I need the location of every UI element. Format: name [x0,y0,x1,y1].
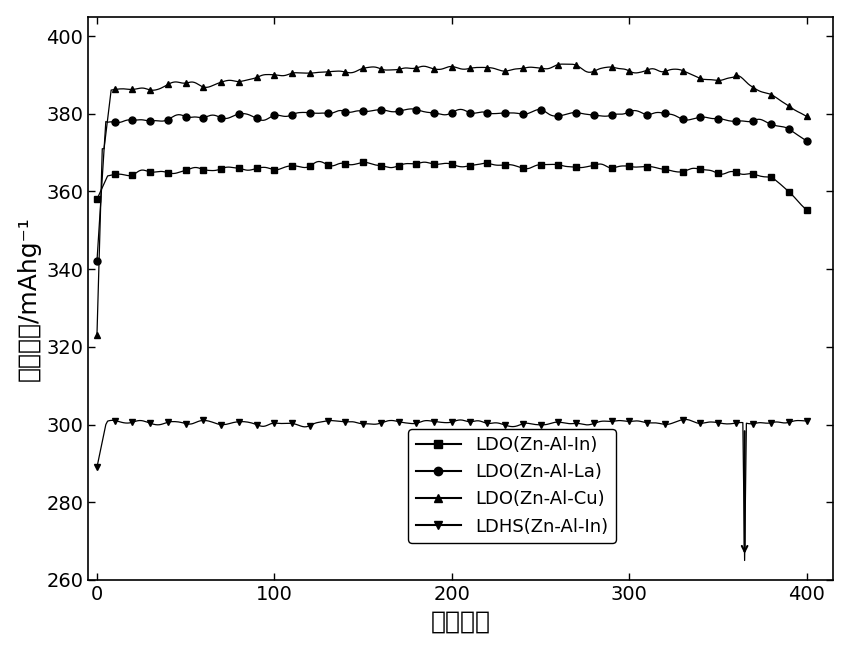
Legend: LDO(Zn-Al-In), LDO(Zn-Al-La), LDO(Zn-Al-Cu), LDHS(Zn-Al-In): LDO(Zn-Al-In), LDO(Zn-Al-La), LDO(Zn-Al-… [409,429,615,543]
X-axis label: 循环次数: 循环次数 [431,609,490,633]
Y-axis label: 放电容量/mAhg⁻¹: 放电容量/mAhg⁻¹ [17,216,41,381]
